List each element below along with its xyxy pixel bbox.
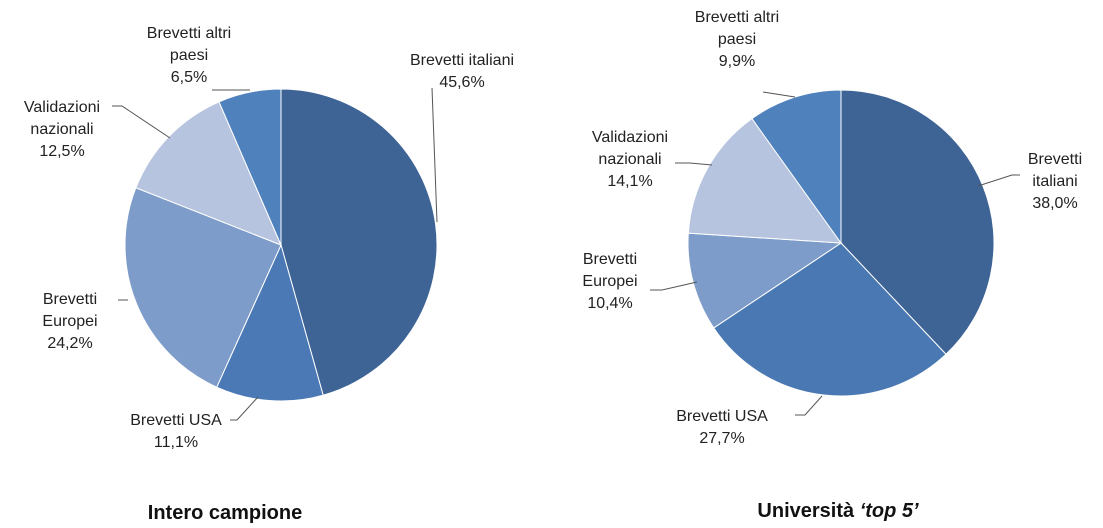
pie-slice: [687, 117, 843, 244]
chart-title: Università ‘top 5’: [757, 500, 918, 523]
value-label: 10,4%: [587, 295, 633, 312]
slice-label: Brevetti altri paesi 6,5%: [129, 23, 249, 89]
leader-line: [977, 174, 1020, 187]
pie-slice: [124, 187, 282, 388]
leader-line: [431, 87, 438, 223]
category-name: Brevetti USA: [676, 408, 768, 425]
slice-label: Validazioni nazionali 14,1%: [570, 127, 690, 193]
slice-label: Brevetti USA 27,7%: [647, 406, 797, 450]
leader-line: [762, 91, 796, 98]
pie-slice: [218, 88, 282, 246]
value-label: 9,9%: [718, 53, 756, 70]
leader-line: [230, 396, 259, 421]
category-name: Brevetti Europei: [582, 251, 638, 290]
leader-line: [112, 105, 171, 139]
value-label: 38,0%: [1032, 195, 1078, 212]
category-name: Brevetti italiani: [1027, 151, 1083, 190]
category-name: Validazioni nazionali: [23, 99, 101, 138]
category-name: Brevetti USA: [130, 412, 222, 429]
value-label: 12,5%: [39, 143, 85, 160]
title-main: Università: [757, 500, 855, 522]
title-italic: ‘top 5’: [859, 500, 919, 522]
leader-line: [675, 162, 713, 166]
slice-label: Validazioni nazionali 12,5%: [2, 97, 122, 163]
category-name: Brevetti Europei: [42, 291, 98, 330]
pie-slice: [840, 89, 995, 355]
value-label: 45,6%: [439, 74, 485, 91]
pie-slice: [280, 88, 438, 396]
category-name: Brevetti altri paesi: [146, 25, 232, 64]
chart-title: Intero campione: [148, 502, 302, 525]
leader-line: [650, 281, 698, 291]
leader-line: [795, 395, 823, 416]
value-label: 6,5%: [170, 69, 208, 86]
slice-label: Brevetti italiani 45,6%: [377, 50, 547, 94]
value-label: 27,7%: [699, 430, 745, 447]
slice-label: Brevetti italiani 38,0%: [1010, 149, 1100, 215]
title-main: Intero campione: [147, 502, 303, 524]
slice-label: Brevetti altri paesi 9,9%: [677, 7, 797, 73]
value-label: 14,1%: [607, 173, 653, 190]
value-label: 11,1%: [153, 434, 199, 451]
slice-label: Brevetti Europei 24,2%: [25, 289, 115, 355]
pie-slice: [713, 242, 947, 397]
slice-label: Brevetti USA 11,1%: [101, 410, 251, 454]
category-name: Brevetti italiani: [409, 52, 515, 69]
slice-label: Brevetti Europei 10,4%: [565, 249, 655, 315]
value-label: 24,2%: [47, 335, 93, 352]
category-name: Brevetti altri paesi: [694, 9, 780, 48]
category-name: Validazioni nazionali: [591, 129, 669, 168]
pie-slice: [135, 101, 282, 246]
pie-slice: [216, 243, 324, 402]
